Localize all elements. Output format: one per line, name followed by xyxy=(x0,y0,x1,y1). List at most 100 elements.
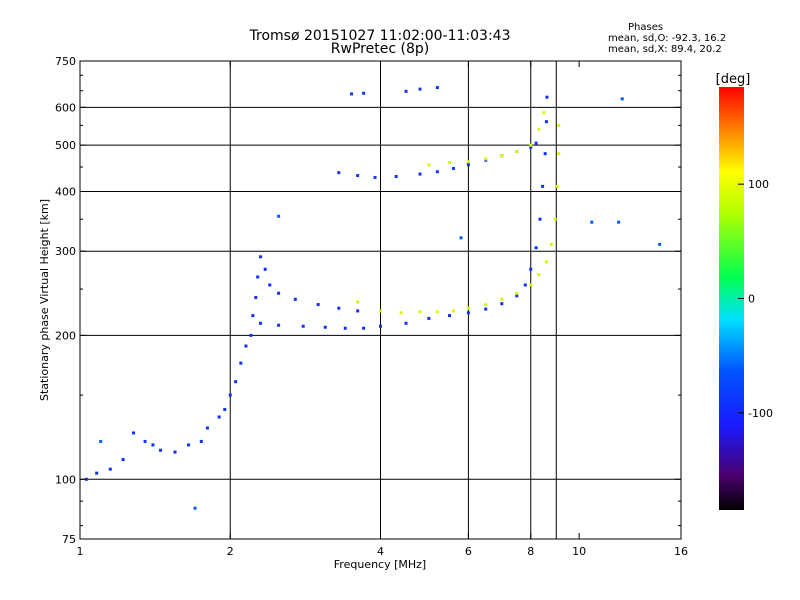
data-point xyxy=(343,326,347,330)
colorbar-tick-label: 100 xyxy=(748,178,769,191)
data-point xyxy=(534,246,538,250)
data-point xyxy=(404,321,408,325)
x-tick-label: 4 xyxy=(377,545,384,558)
data-point xyxy=(199,439,203,443)
data-point xyxy=(500,154,504,158)
data-point xyxy=(263,267,267,271)
chart-title: Tromsø 20151027 11:02:00-11:03:43 xyxy=(249,28,511,44)
data-point xyxy=(545,95,549,99)
data-point xyxy=(435,170,439,174)
data-point xyxy=(337,171,341,175)
data-point xyxy=(549,242,553,246)
data-point xyxy=(557,152,561,156)
data-point xyxy=(399,311,403,315)
chart-subtitle: RwPretec (8p) xyxy=(330,41,430,57)
data-point xyxy=(529,145,533,149)
y-tick-label: 200 xyxy=(55,329,76,342)
data-point xyxy=(448,160,452,164)
data-point xyxy=(544,120,548,124)
y-tick-label: 500 xyxy=(55,139,76,152)
data-point xyxy=(557,123,561,127)
data-point xyxy=(543,152,547,156)
data-point xyxy=(301,324,305,328)
scatter-points xyxy=(84,86,662,510)
data-point xyxy=(555,184,559,188)
data-point xyxy=(356,300,360,304)
data-point xyxy=(544,260,548,264)
data-point xyxy=(620,97,624,101)
axis-ticks: 1 2 4 6 8 10 16 75 100 200 300 400 500 600 750 xyxy=(55,55,688,558)
colorbar-ticks: 100 0 -100 xyxy=(738,178,773,420)
data-point xyxy=(323,325,327,329)
data-point xyxy=(132,431,136,435)
data-point xyxy=(523,283,527,287)
data-point xyxy=(337,306,341,310)
data-point xyxy=(418,172,422,176)
data-point xyxy=(108,467,112,471)
data-point xyxy=(254,296,258,300)
data-point xyxy=(228,393,232,397)
data-point xyxy=(500,302,504,306)
data-point xyxy=(515,149,519,153)
data-point xyxy=(316,303,320,307)
x-axis-label: Frequency [MHz] xyxy=(334,558,426,571)
data-point xyxy=(362,326,366,330)
x-tick-label: 2 xyxy=(227,545,234,558)
data-point xyxy=(362,91,366,95)
y-tick-label: 75 xyxy=(62,533,76,546)
data-point xyxy=(234,380,238,384)
data-point xyxy=(293,297,297,301)
phases-x-stats: mean, sd,X: 89.4, 20.2 xyxy=(608,44,722,55)
data-point xyxy=(515,291,519,295)
data-point xyxy=(268,283,272,287)
data-point xyxy=(435,86,439,90)
data-point xyxy=(451,309,455,313)
data-point xyxy=(418,310,422,314)
data-point xyxy=(223,407,227,411)
x-tick-label: 10 xyxy=(572,545,586,558)
data-point xyxy=(259,255,263,259)
data-point xyxy=(259,321,263,325)
data-point xyxy=(418,87,422,91)
data-point xyxy=(356,309,360,313)
data-point xyxy=(249,333,253,337)
data-point xyxy=(277,323,281,327)
data-point xyxy=(239,361,243,365)
y-tick-label: 750 xyxy=(55,55,76,68)
grid-lines xyxy=(80,61,681,539)
data-point xyxy=(356,174,360,178)
data-point xyxy=(590,220,594,224)
data-point xyxy=(379,309,382,313)
data-point xyxy=(159,448,163,452)
data-point xyxy=(95,471,99,475)
phases-title: Phases xyxy=(628,22,664,33)
data-point xyxy=(244,344,248,348)
data-point xyxy=(394,174,398,178)
data-point xyxy=(350,92,354,96)
data-point xyxy=(534,141,538,145)
data-point xyxy=(500,297,504,301)
data-point xyxy=(99,439,103,443)
x-tick-label: 6 xyxy=(465,545,472,558)
data-point xyxy=(617,220,621,224)
data-point xyxy=(427,316,431,320)
data-point xyxy=(515,294,519,298)
x-tick-label: 16 xyxy=(674,545,688,558)
colorbar-label: [deg] xyxy=(716,72,751,87)
y-tick-label: 100 xyxy=(55,473,76,486)
data-point xyxy=(484,157,488,161)
data-point xyxy=(427,163,431,167)
data-point xyxy=(658,242,662,246)
data-point xyxy=(193,506,197,510)
data-point xyxy=(553,217,557,221)
data-point xyxy=(529,283,533,287)
x-tick-label: 1 xyxy=(77,545,84,558)
data-point xyxy=(448,314,452,318)
data-point xyxy=(173,450,177,454)
data-point xyxy=(466,311,470,315)
data-point xyxy=(435,310,439,314)
data-point xyxy=(466,163,470,167)
data-point xyxy=(373,175,377,179)
phases-o-stats: mean, sd,O: -92.3, 16.2 xyxy=(608,33,727,44)
